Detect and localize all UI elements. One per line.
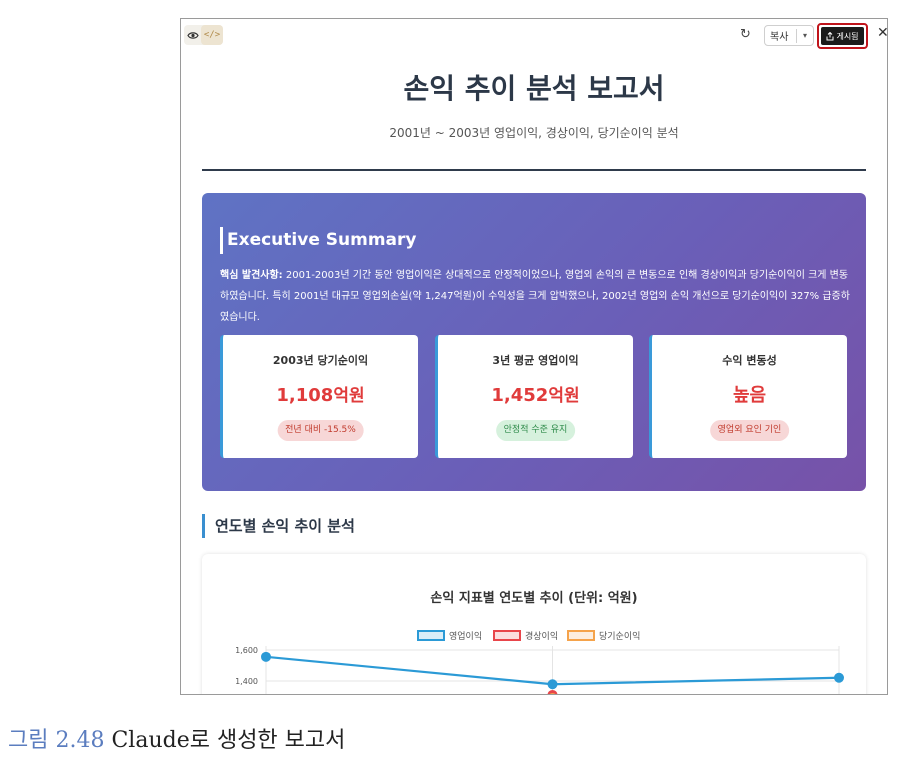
y-tick-label: 1,400: [235, 677, 258, 686]
data-point: [547, 679, 558, 690]
code-icon[interactable]: </>: [201, 25, 223, 45]
kpi-card-net-income: 2003년 당기순이익 1,108억원 전년 대비 -15.5%: [220, 335, 418, 458]
kpi-value: 높음: [732, 385, 767, 406]
share-icon: [826, 31, 834, 40]
data-point: [834, 672, 844, 683]
copy-button[interactable]: 복사 ▾: [764, 25, 814, 46]
kpi-value: 1,452억원: [491, 385, 580, 406]
kpi-title: 3년 평균 영업이익: [492, 354, 579, 367]
legend-swatch: [567, 630, 595, 641]
kpi-badge: 전년 대비 -15.5%: [277, 420, 364, 441]
report-title: 손익 추이 분석 보고서: [403, 72, 665, 105]
legend-label: 경상이익: [525, 630, 558, 642]
data-point: [547, 689, 558, 694]
section-title: 연도별 손익 추이 분석: [202, 514, 355, 538]
line-chart: 손익 지표별 연도별 추이 (단위: 억원) 영업이익 경상이익 당기순이익 1,600…: [235, 590, 844, 694]
summary-body: 2001-2003년 기간 동안 영업이익은 상대적으로 안정적이었으나, 영업…: [220, 270, 850, 323]
summary-text: 핵심 발견사항: 2001-2003년 기간 동안 영업이익은 상대적으로 안정…: [220, 265, 852, 328]
divider: [202, 169, 866, 171]
kpi-title: 수익 변동성: [722, 354, 777, 367]
kpi-badge: 안정적 수준 유지: [495, 420, 576, 441]
summary-heading: Executive Summary: [220, 227, 416, 254]
chart-title: 손익 지표별 연도별 추이 (단위: 억원): [430, 590, 637, 606]
copy-label: 복사: [770, 32, 789, 43]
publish-button[interactable]: 게시됨: [817, 23, 868, 49]
artifact-window: </> ↻ 복사 ▾ 게시됨 ✕ 손익 추이 분석 보고서 2001년 ~ 20…: [180, 18, 888, 695]
kpi-card-volatility: 수익 변동성 높음 영업외 요인 기인: [649, 335, 847, 458]
legend-swatch: [493, 630, 521, 641]
divider: [796, 28, 797, 43]
legend-label: 당기순이익: [599, 630, 640, 642]
report-subtitle: 2001년 ~ 2003년 영업이익, 경상이익, 당기순이익 분석: [389, 126, 679, 140]
chart-card: 손익 지표별 연도별 추이 (단위: 억원) 영업이익 경상이익 당기순이익 1,600…: [202, 554, 866, 694]
chevron-down-icon[interactable]: ▾: [802, 31, 807, 40]
figure-caption: 그림 2.48 Claude로 생성한 보고서: [8, 728, 346, 753]
publish-label: 게시됨: [836, 31, 859, 41]
legend-swatch: [417, 630, 445, 641]
kpi-value: 1,108억원: [276, 385, 365, 406]
y-tick-label: 1,600: [235, 646, 258, 655]
eye-icon[interactable]: [184, 25, 201, 45]
data-point: [261, 651, 271, 662]
summary-lead: 핵심 발견사항:: [220, 270, 283, 281]
kpi-title: 2003년 당기순이익: [272, 354, 369, 367]
legend-label: 영업이익: [449, 630, 482, 642]
kpi-badge: 영업외 요인 기인: [709, 420, 790, 441]
kpi-card-avg-operating: 3년 평균 영업이익 1,452억원 안정적 수준 유지: [435, 335, 633, 458]
executive-summary: Executive Summary 핵심 발견사항: 2001-2003년 기간…: [202, 193, 866, 491]
view-toggle[interactable]: </>: [184, 25, 223, 45]
close-icon[interactable]: ✕: [877, 25, 888, 41]
data-point: [549, 693, 556, 694]
reload-icon[interactable]: ↻: [740, 27, 751, 42]
